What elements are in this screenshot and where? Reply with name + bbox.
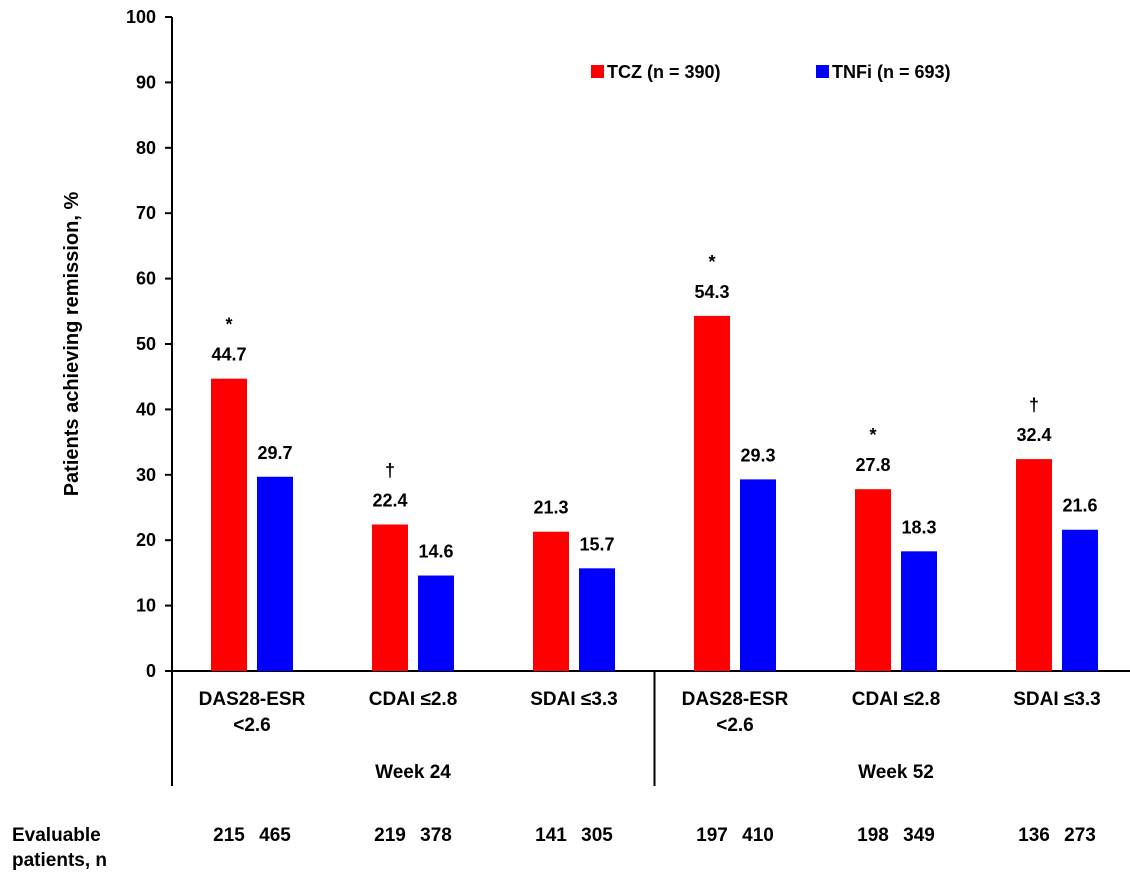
tnfi-bar: [901, 551, 937, 671]
evaluable-tcz-n: 141: [535, 825, 567, 846]
x-category-label: SDAI ≤3.3: [1013, 689, 1101, 710]
evaluable-label: patients, n: [12, 850, 107, 871]
evaluable-label: Evaluable: [12, 825, 101, 846]
tcz-value-label: 32.4: [1016, 425, 1051, 445]
x-category-label: DAS28-ESR: [682, 689, 789, 710]
tcz-bar: [694, 315, 730, 671]
x-group-label: Week 52: [858, 762, 934, 783]
tnfi-bar: [740, 479, 776, 671]
y-tick-label: 60: [136, 269, 156, 289]
tcz-bar: [372, 524, 408, 671]
evaluable-tnfi-n: 349: [903, 825, 935, 846]
significance-marker: *: [225, 315, 232, 335]
evaluable-tcz-n: 136: [1018, 825, 1050, 846]
tnfi-value-label: 21.6: [1062, 496, 1097, 516]
x-category-label: <2.6: [716, 715, 754, 736]
tnfi-bar: [579, 568, 615, 671]
y-tick-label: 10: [136, 596, 156, 616]
tnfi-bar: [418, 575, 454, 671]
x-group-label: Week 24: [375, 762, 451, 783]
significance-marker: *: [869, 425, 876, 445]
tcz-value-label: 54.3: [694, 282, 729, 302]
tcz-value-label: 22.4: [372, 491, 407, 511]
evaluable-tcz-n: 197: [696, 825, 728, 846]
y-tick-label: 100: [126, 7, 156, 27]
evaluable-tnfi-n: 378: [420, 825, 452, 846]
significance-marker: †: [385, 461, 395, 481]
evaluable-tcz-n: 215: [213, 825, 245, 846]
evaluable-tnfi-n: 465: [259, 825, 291, 846]
y-tick-label: 40: [136, 399, 156, 419]
y-axis-label: Patients achieving remission, %: [61, 192, 83, 497]
y-tick-label: 70: [136, 203, 156, 223]
y-tick-label: 20: [136, 530, 156, 550]
significance-marker: *: [708, 252, 715, 272]
tnfi-value-label: 29.3: [740, 445, 775, 465]
y-tick-label: 90: [136, 72, 156, 92]
legend-label: TCZ (n = 390): [607, 62, 721, 82]
evaluable-tcz-n: 219: [374, 825, 406, 846]
evaluable-tcz-n: 198: [857, 825, 889, 846]
x-category-label: DAS28-ESR: [199, 689, 306, 710]
tnfi-value-label: 14.6: [418, 542, 453, 562]
tcz-value-label: 21.3: [533, 498, 568, 518]
legend-label: TNFi (n = 693): [832, 62, 951, 82]
evaluable-tnfi-n: 410: [742, 825, 774, 846]
y-tick-label: 30: [136, 465, 156, 485]
x-category-label: <2.6: [233, 715, 271, 736]
tcz-value-label: 44.7: [211, 345, 246, 365]
x-category-label: CDAI ≤2.8: [369, 689, 458, 710]
x-category-label: CDAI ≤2.8: [852, 689, 941, 710]
tcz-bar: [1016, 459, 1052, 671]
y-tick-label: 0: [146, 661, 156, 681]
tcz-bar: [533, 531, 569, 671]
tcz-bar: [211, 378, 247, 671]
tnfi-bar: [257, 476, 293, 671]
x-category-label: SDAI ≤3.3: [530, 689, 618, 710]
evaluable-tnfi-n: 273: [1064, 825, 1096, 846]
significance-marker: †: [1029, 395, 1039, 415]
y-tick-label: 50: [136, 334, 156, 354]
y-tick-label: 80: [136, 138, 156, 158]
evaluable-tnfi-n: 305: [581, 825, 613, 846]
tcz-value-label: 27.8: [855, 455, 890, 475]
legend-swatch: [816, 65, 829, 78]
tnfi-bar: [1062, 529, 1098, 671]
tnfi-value-label: 29.7: [257, 443, 292, 463]
tnfi-value-label: 15.7: [579, 534, 614, 554]
tnfi-value-label: 18.3: [901, 517, 936, 537]
legend-swatch: [591, 65, 604, 78]
tcz-bar: [855, 489, 891, 671]
